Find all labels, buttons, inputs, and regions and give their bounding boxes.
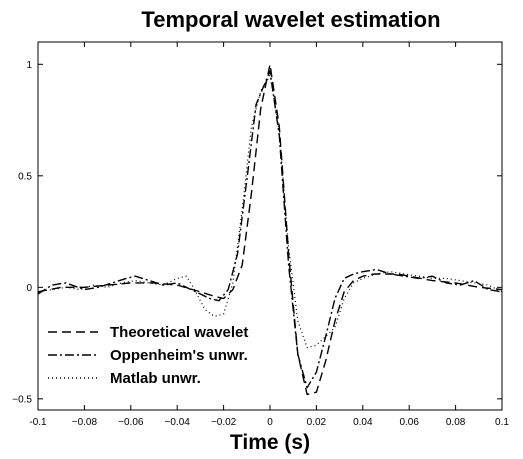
plot-frame	[37, 41, 503, 411]
y-tick-label: 1	[26, 60, 32, 71]
y-axis: −0.5 0 0.5 1	[12, 60, 502, 405]
x-axis-label: Time (s)	[230, 431, 310, 454]
y-tick-label: 0	[26, 283, 32, 294]
legend-label-oppenheim-s-unwr: Oppenheim's unwr.	[110, 347, 248, 364]
x-tick-label: 0.02	[307, 417, 327, 428]
legend-label-theoretical-wavelet: Theoretical wavelet	[110, 324, 248, 341]
x-tick-label: 0.06	[399, 417, 419, 428]
x-tick-label: 0	[267, 417, 273, 428]
series-line-theoretical-wavelet	[37, 63, 503, 396]
x-tick-label: 0.04	[353, 417, 373, 428]
x-tick-label: −0.06	[118, 417, 144, 428]
x-tick-label: −0.04	[165, 417, 191, 428]
series-layer	[37, 63, 503, 396]
y-tick-label: −0.5	[12, 394, 32, 405]
legend: Theoretical wavelet Oppenheim's unwr. Matl…	[48, 324, 248, 387]
x-tick-label: 0.1	[495, 417, 509, 428]
x-axis: -0.1 −0.08 −0.06 −0.04 −0.02 0 0.02 0.04 0.06 0.0…	[29, 42, 509, 428]
legend-label-matlab-unwr: Matlab unwr.	[110, 370, 201, 387]
x-tick-label: −0.08	[72, 417, 98, 428]
series-line-matlab-unwr	[37, 74, 503, 349]
x-tick-label: −0.02	[211, 417, 237, 428]
x-tick-label: -0.1	[29, 417, 47, 428]
chart-title: Temporal wavelet estimation	[141, 7, 440, 32]
x-tick-label: 0.08	[446, 417, 466, 428]
y-tick-label: 0.5	[18, 171, 32, 182]
series-line-oppenheim-s-unwr	[37, 70, 503, 389]
